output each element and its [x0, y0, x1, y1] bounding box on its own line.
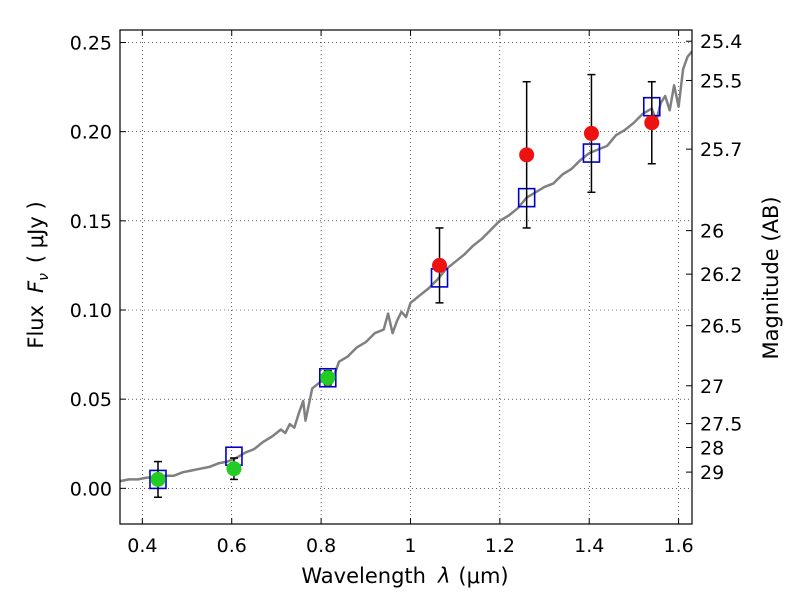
x-tick-label: 1	[404, 535, 416, 557]
photometry-point	[226, 461, 242, 477]
x-tick-label: 1.2	[485, 535, 515, 557]
y2-tick-label: 25.7	[700, 139, 742, 161]
plot-area	[120, 50, 692, 498]
x-tick-label: 0.8	[306, 535, 336, 557]
y2-tick-label: 28	[700, 437, 724, 459]
photometry-point	[320, 370, 336, 386]
y2-axis-label: Magnitude (AB)	[759, 196, 783, 359]
y2-tick-label: 27.5	[700, 414, 742, 436]
axis-ticks: 0.4 0.6 0.8 1 1.2 1.4 1.6 0.00 0.05 0.10 0.15 0.20 0…	[70, 30, 742, 557]
photometry-point	[150, 471, 166, 487]
y-tick-label: 0.00	[70, 478, 112, 500]
y2-tick-label: 25.4	[700, 31, 742, 53]
photometry-point	[432, 257, 448, 273]
y-tick-label: 0.20	[70, 122, 112, 144]
x-axis-label: Wavelength λ (μm)	[301, 564, 508, 588]
y-axis-label: FluxFν( μJy )	[24, 201, 52, 348]
y2-tick-label: 29	[700, 462, 724, 484]
y2-tick-label: 27	[700, 376, 724, 398]
y2-tick-label: 26	[700, 221, 724, 243]
y-tick-label: 0.10	[70, 300, 112, 322]
photometry-point	[519, 147, 535, 163]
plot-frame	[119, 29, 693, 525]
x-tick-label: 1.6	[663, 535, 693, 557]
y-tick-label: 0.25	[70, 32, 112, 54]
grid-lines	[120, 30, 692, 524]
spectrum-line	[120, 50, 692, 483]
x-tick-label: 1.4	[574, 535, 604, 557]
y-tick-label: 0.05	[70, 389, 112, 411]
photometry-point	[644, 115, 660, 131]
series-group	[120, 50, 692, 498]
y2-tick-label: 26.5	[700, 316, 742, 338]
model-square-marker	[318, 367, 337, 388]
y2-tick-label: 25.5	[700, 70, 742, 92]
x-tick-label: 0.4	[127, 535, 157, 557]
y-tick-label: 0.15	[70, 211, 112, 233]
x-tick-label: 0.6	[217, 535, 247, 557]
photometry-point	[583, 125, 599, 141]
y2-tick-label: 26.2	[700, 264, 742, 286]
